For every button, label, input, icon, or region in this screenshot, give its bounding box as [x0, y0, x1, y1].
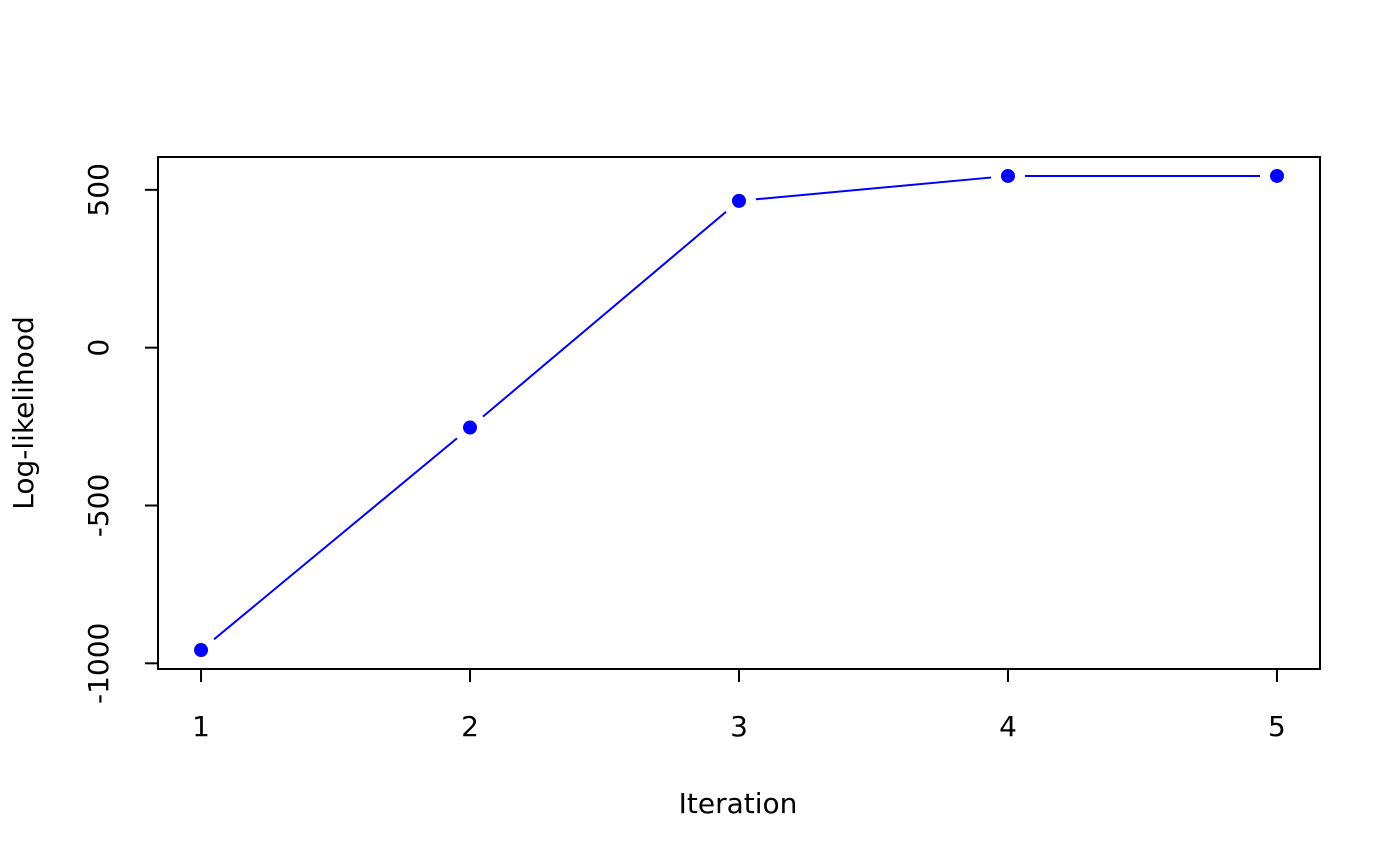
x-tick-label: 5 — [1268, 710, 1286, 743]
y-tick-label: -500 — [82, 474, 115, 538]
y-axis-label: Log-likelihood — [7, 316, 40, 509]
marker — [732, 193, 746, 208]
x-tick-label: 4 — [999, 710, 1017, 743]
marker — [1269, 168, 1284, 183]
y-tick-label: 500 — [82, 163, 115, 216]
marker — [1000, 168, 1015, 183]
marker — [194, 643, 209, 658]
marker — [463, 420, 478, 435]
plot-frame — [157, 156, 1321, 670]
y-tick-label: -1000 — [82, 623, 115, 704]
x-tick-label: 3 — [730, 710, 748, 743]
line — [200, 174, 1277, 651]
x-tick-label: 1 — [192, 710, 210, 743]
x-tick-label: 2 — [461, 710, 479, 743]
x-axis-label: Iteration — [679, 787, 798, 820]
y-tick-label: 0 — [82, 339, 115, 357]
